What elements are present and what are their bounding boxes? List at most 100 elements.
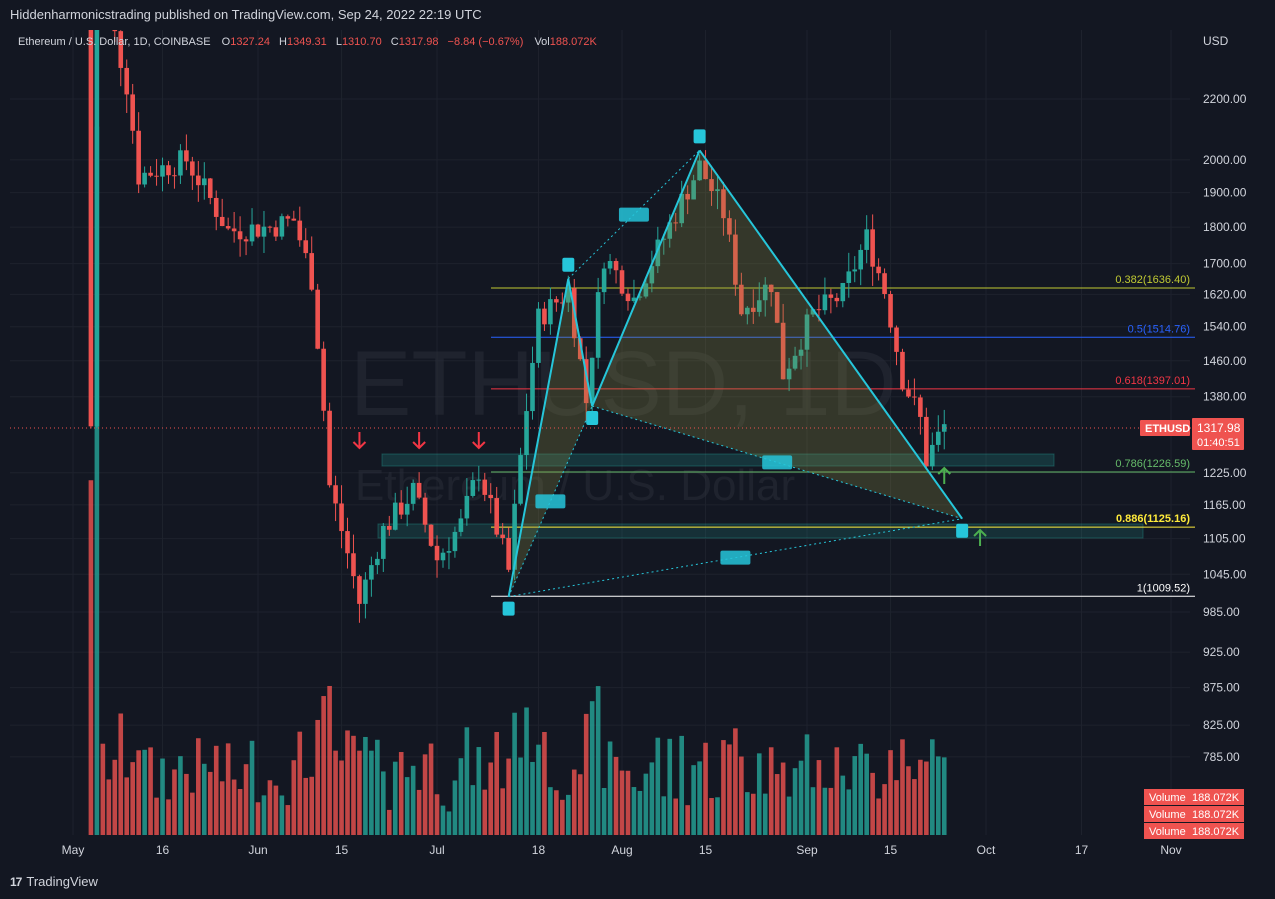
volume-bar <box>237 788 243 835</box>
price-tick-label: 925.00 <box>1203 645 1240 659</box>
candle-body <box>727 218 732 235</box>
candle-body <box>762 284 768 301</box>
price-tick-label: 1225.00 <box>1203 466 1247 480</box>
legend-h-label: H <box>279 36 287 48</box>
volume-bar <box>768 747 774 835</box>
volume-tag-value: 188.072K <box>1192 826 1240 838</box>
arrow-up-icon <box>937 466 951 484</box>
tradingview-brand[interactable]: 17 TradingView <box>10 874 98 889</box>
candle-body <box>285 216 291 219</box>
volume-bar <box>506 758 511 835</box>
candle-body <box>309 253 315 290</box>
price-tick-label: 1045.00 <box>1203 567 1247 581</box>
volume-bar <box>112 759 118 835</box>
candle-body <box>667 222 673 239</box>
volume-bar <box>512 712 517 835</box>
volume-bar <box>190 792 195 835</box>
candle-body <box>130 94 135 131</box>
legend-change: −8.84 (−0.67%) <box>448 36 524 48</box>
candle-body <box>267 226 273 228</box>
volume-bar <box>816 760 822 835</box>
volume-tag <box>1144 789 1244 805</box>
candle-body <box>804 314 810 350</box>
candle-body <box>303 240 309 254</box>
candle-body <box>941 424 947 432</box>
candle-body <box>297 220 303 241</box>
price-axis[interactable]: USD 2200.00 2000.00 1900.00 1800.00 1700.00 1… <box>1203 34 1247 764</box>
candle-body <box>912 396 917 398</box>
time-tick-label: Aug <box>611 843 632 857</box>
price-tick-label: 985.00 <box>1203 605 1240 619</box>
pattern-point-x[interactable] <box>502 601 515 616</box>
volume-bar <box>303 777 309 835</box>
pattern-point-d[interactable] <box>956 523 969 538</box>
chart-canvas[interactable]: ETHUSD, 1D Ethereum / U.S. Dollar 0.382(… <box>10 0 1265 865</box>
chart-frame[interactable]: ETHUSD, 1D Ethereum / U.S. Dollar 0.382(… <box>10 0 1265 865</box>
volume-bar <box>142 749 147 835</box>
volume-bar <box>482 789 488 835</box>
arrow-down-icon <box>412 432 426 450</box>
volume-bar <box>870 772 875 835</box>
support-zone-upper <box>381 453 1055 467</box>
legend[interactable]: Ethereum / U.S. Dollar, 1D, COINBASE O13… <box>18 36 598 48</box>
volume-bar <box>219 781 225 835</box>
volume-bars <box>88 126 947 836</box>
candle-body <box>273 227 279 237</box>
candle-body <box>768 284 774 293</box>
volume-bar <box>536 744 541 835</box>
pattern-point-b[interactable] <box>586 411 599 426</box>
pattern-point-c[interactable] <box>693 129 706 144</box>
harmonic-pattern[interactable] <box>502 129 969 616</box>
pattern-fill-xab <box>508 278 593 597</box>
volume-bar <box>136 750 141 835</box>
candle-body <box>124 67 130 95</box>
pattern-ratio-tag <box>720 550 751 565</box>
candle-body <box>542 308 547 325</box>
volume-bar <box>428 743 434 835</box>
candle-body <box>392 502 398 530</box>
volume-bar <box>94 126 100 836</box>
candle-body <box>792 355 798 369</box>
candle-body <box>661 238 667 240</box>
candle-body <box>112 8 118 32</box>
candle-body <box>840 282 846 302</box>
volume-bar <box>840 775 846 835</box>
candle-body <box>321 348 326 411</box>
pattern-leg <box>698 149 963 520</box>
fib-levels: 0.382(1636.40) 0.5(1514.76) 0.618(1397.01)… <box>491 274 1195 597</box>
candle-body <box>482 479 488 495</box>
volume-bar <box>381 771 386 835</box>
last-price-symbol: ETHUSD <box>1145 423 1190 435</box>
time-tick-label: 18 <box>532 843 546 857</box>
volume-bar <box>196 738 201 835</box>
pattern-point-a[interactable] <box>562 257 575 272</box>
volume-tag-label: Volume <box>1149 809 1186 821</box>
volume-tag <box>1144 823 1244 839</box>
candle-body <box>160 165 165 177</box>
candle-body <box>643 283 649 297</box>
candle-body <box>88 0 94 427</box>
volume-bar <box>261 795 267 835</box>
time-axis[interactable]: May 16 Jun 15 Jul 18 Aug 15 Sep 15 Oct 17 Nov <box>62 843 1182 857</box>
candle-body <box>237 231 243 240</box>
candle-body <box>691 180 696 200</box>
volume-bar <box>392 761 398 835</box>
volume-bar <box>649 762 655 835</box>
candle-body <box>524 411 529 456</box>
candle-body <box>607 261 613 269</box>
candle-body <box>846 271 852 283</box>
pattern-ratio-tag <box>618 207 649 222</box>
tradingview-brand-text: TradingView <box>26 874 98 889</box>
volume-bar <box>560 799 565 835</box>
volume-bar <box>201 763 207 835</box>
price-tick-label: 1105.00 <box>1203 532 1246 546</box>
volume-bar <box>333 750 338 835</box>
candle-body <box>673 222 679 224</box>
candle-body <box>589 357 595 404</box>
candle-body <box>446 551 452 553</box>
time-tick-label: May <box>62 843 85 857</box>
candle-body <box>184 150 189 162</box>
candle-body <box>822 294 828 311</box>
volume-bar <box>339 760 344 835</box>
legend-close: 1317.98 <box>399 36 439 48</box>
